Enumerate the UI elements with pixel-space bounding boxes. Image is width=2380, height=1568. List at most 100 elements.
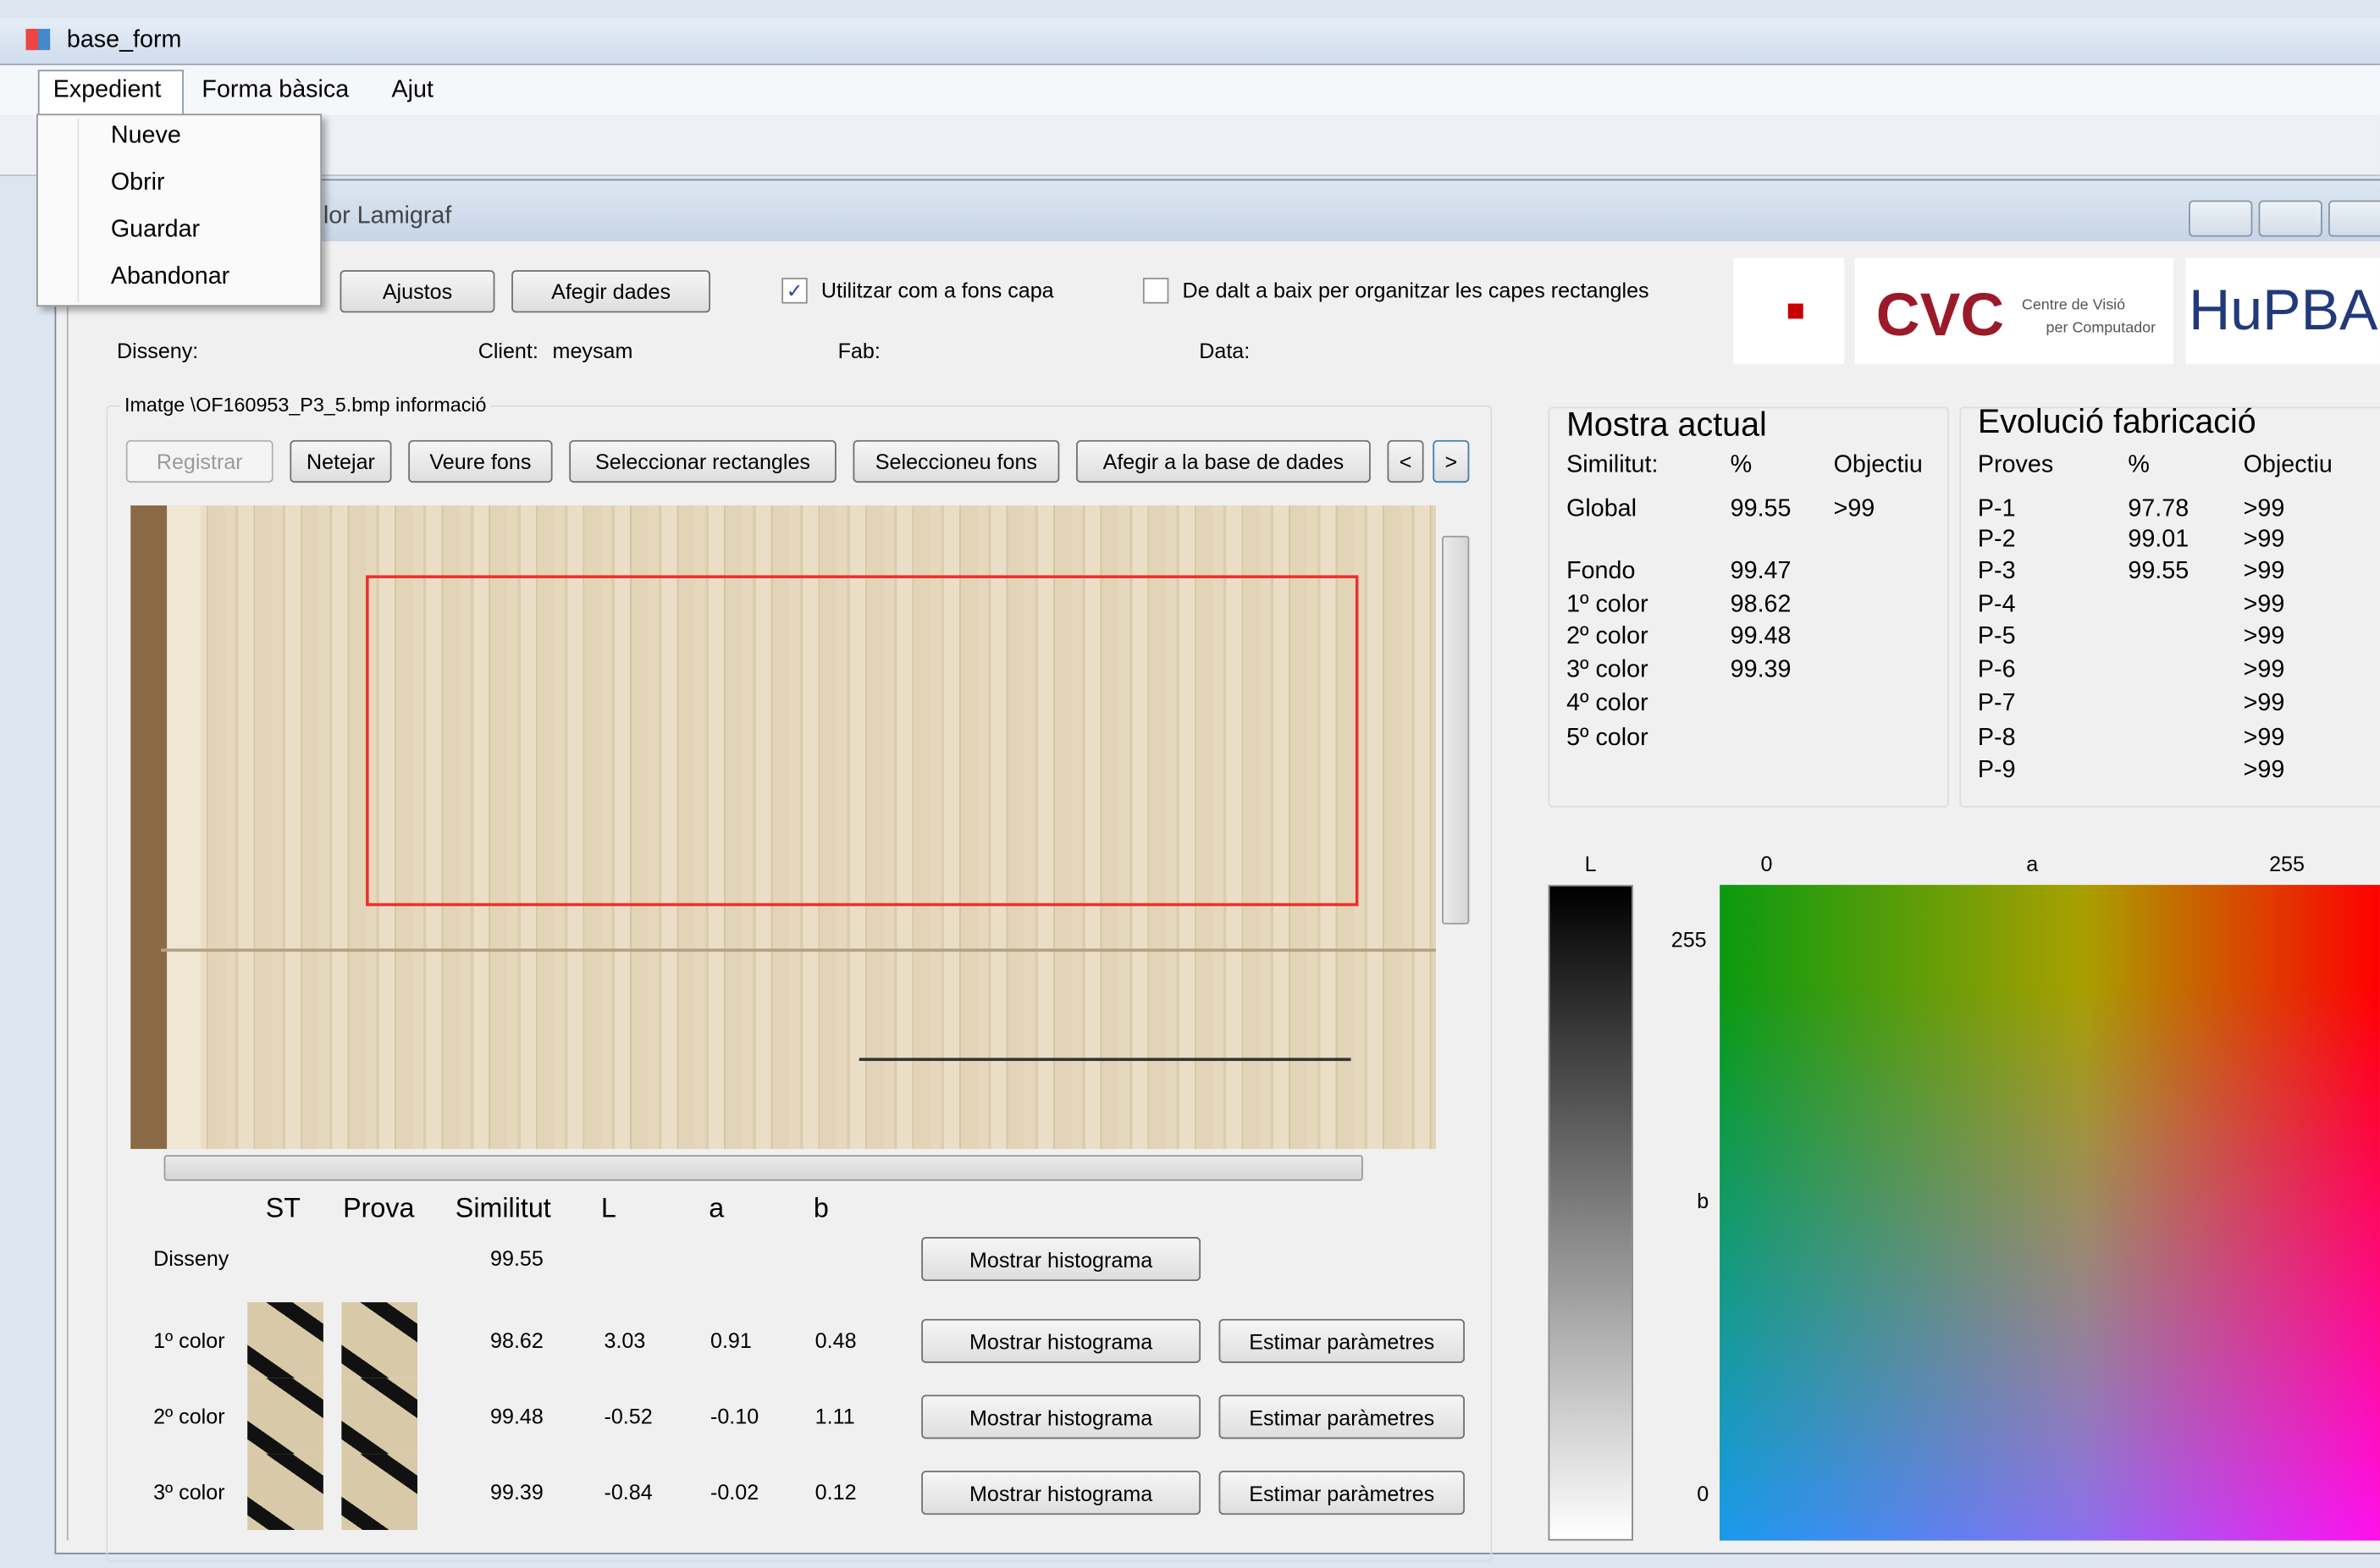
axis-label: L (1585, 850, 1597, 877)
axis-tick: 0 (1697, 1480, 1709, 1507)
cell: >99 (2244, 592, 2285, 619)
checkbox[interactable]: ✓ (781, 278, 807, 303)
column-header: Similitut: (1566, 452, 1658, 479)
menu-bar (0, 65, 2380, 115)
button[interactable]: Seleccionar rectangles (569, 440, 837, 483)
row-label: 5º color (1566, 726, 1648, 753)
button[interactable]: Ajustos (340, 270, 495, 312)
cell: >99 (2244, 726, 2285, 753)
group-title: Imatge \OF160953_P3_5.bmp informació (120, 392, 491, 419)
wood-edge (130, 505, 167, 1149)
button[interactable]: Mostrar histograma (921, 1319, 1201, 1363)
button[interactable]: Veure fons (408, 440, 552, 483)
cell: >99 (2244, 496, 2285, 523)
checkbox[interactable] (1143, 278, 1168, 303)
close-button[interactable] (2328, 201, 2380, 237)
vertical-scrollbar[interactable] (1438, 505, 1469, 1149)
button[interactable]: Afegir a la base de dades (1076, 440, 1371, 483)
cell: 0.48 (815, 1327, 857, 1354)
column-header: Prova (343, 1195, 414, 1222)
button[interactable]: Seleccioneu fons (853, 440, 1059, 483)
row-label: Fondo (1566, 559, 1635, 586)
row-label: Disseny (153, 1245, 229, 1272)
cvc-logo: CVC Centre de Visió per Computador (1855, 258, 2173, 364)
row-label: P-7 (1978, 691, 2016, 718)
panel-title: Evolució fabricació (1978, 402, 2256, 442)
st-thumbnail (247, 1454, 323, 1530)
axis-label: b (1697, 1187, 1709, 1214)
st-thumbnail (247, 1378, 323, 1455)
dropdown-item[interactable]: Guardar (111, 217, 200, 244)
child-title: lor Lamigraf (323, 203, 451, 230)
dropdown-item[interactable]: Abandonar (111, 264, 229, 291)
cell: 0.91 (710, 1327, 752, 1354)
menu-item[interactable]: Expedient (53, 77, 162, 104)
column-header: ST (266, 1195, 301, 1222)
logo-text: CVC (1876, 282, 2004, 349)
button[interactable]: Mostrar histograma (921, 1237, 1201, 1281)
label: Disseny: (117, 337, 198, 364)
cell: 99.48 (490, 1402, 544, 1429)
dropdown-item[interactable]: Obrir (111, 170, 165, 197)
cell: >99 (2244, 691, 2285, 718)
prova-thumbnail (341, 1454, 417, 1530)
prova-thumbnail (341, 1378, 417, 1455)
button[interactable]: Netejar (290, 440, 391, 483)
menu-item[interactable]: Forma bàsica (202, 77, 349, 104)
row-label: P-2 (1978, 527, 2016, 554)
screen: base_form Expedient Forma bàsica Ajut lo… (0, 0, 2380, 1568)
row-label: P-9 (1978, 758, 2016, 785)
cell: 98.62 (490, 1327, 544, 1354)
button[interactable]: Registrar (126, 440, 273, 483)
app-icon (25, 29, 50, 50)
column-header: % (2128, 452, 2150, 479)
label: Data: (1199, 337, 1250, 364)
row-label: P-8 (1978, 726, 2016, 753)
logo-text: per Computador (2046, 316, 2156, 343)
toolstrip (0, 115, 2380, 176)
button[interactable]: Afegir dades (511, 270, 710, 312)
column-header: Similitut (456, 1195, 551, 1222)
selection-rectangle (366, 575, 1358, 906)
dropdown-gutter (77, 119, 79, 302)
ab-plane-lower (1720, 885, 2380, 1540)
cell: 3.03 (604, 1327, 645, 1354)
scroll-thumb[interactable] (164, 1155, 1363, 1180)
column-header: % (1731, 452, 1753, 479)
maximize-button[interactable] (2259, 201, 2322, 237)
l-bar (1549, 885, 1633, 1540)
logo-mark (1788, 304, 1803, 319)
row-label: P-1 (1978, 496, 2016, 523)
button[interactable]: < (1388, 440, 1424, 483)
button[interactable]: Estimar paràmetres (1219, 1471, 1465, 1515)
column-header: b (814, 1195, 829, 1222)
cell: 99.39 (490, 1478, 544, 1505)
column-header: Proves (1978, 452, 2053, 479)
label: Client: (478, 337, 538, 364)
axis-tick: 255 (1671, 926, 1707, 953)
row-label: 1º color (1566, 592, 1648, 619)
scroll-thumb[interactable] (1442, 536, 1469, 925)
label: Fab: (838, 337, 881, 364)
minimize-button[interactable] (2189, 201, 2252, 237)
scratch (859, 1058, 1351, 1062)
menu-item[interactable]: Ajut (392, 77, 433, 104)
wood-strip (167, 505, 200, 1149)
column-header: Objectiu (1834, 452, 1923, 479)
cell: 99.55 (2128, 559, 2189, 586)
horizontal-scrollbar[interactable] (130, 1153, 1436, 1182)
cell: -0.84 (604, 1478, 652, 1505)
button[interactable]: Estimar paràmetres (1219, 1319, 1465, 1363)
row-label: 3º color (1566, 657, 1648, 684)
seam (161, 948, 1436, 952)
row-label: 4º color (1566, 691, 1648, 718)
button[interactable]: Estimar paràmetres (1219, 1394, 1465, 1438)
button[interactable]: Mostrar histograma (921, 1471, 1201, 1515)
button[interactable]: Mostrar histograma (921, 1394, 1201, 1438)
button[interactable]: > (1433, 440, 1469, 483)
ab-plane (1720, 885, 2380, 1540)
dropdown-item[interactable]: Nueve (111, 123, 181, 150)
row-label: P-5 (1978, 624, 2016, 651)
cell: >99 (2244, 657, 2285, 684)
logo-text: HuPBA (2189, 279, 2377, 343)
